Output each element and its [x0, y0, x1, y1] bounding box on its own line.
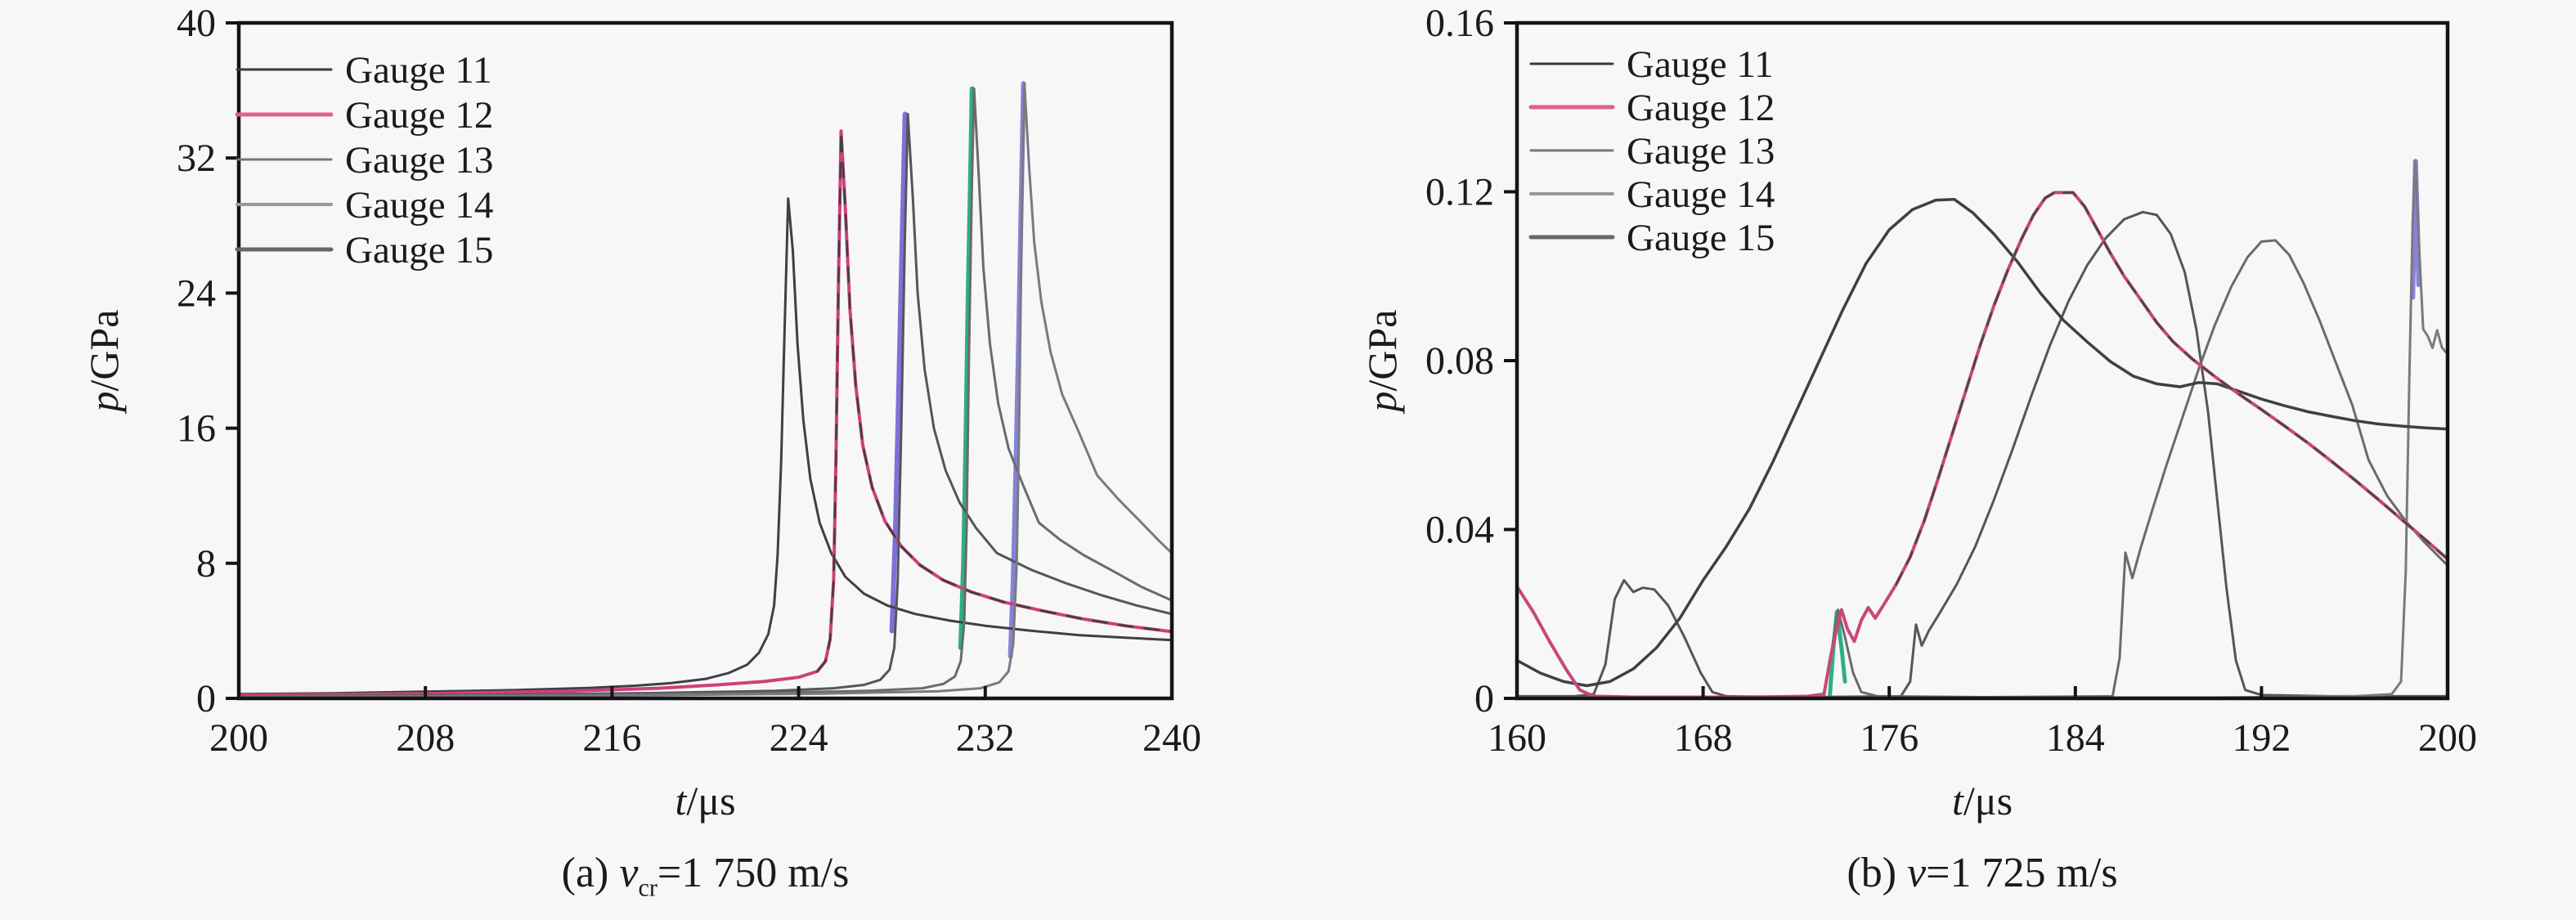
series-gauge-11: [1515, 198, 2449, 688]
caption-panel-a: (a) vcr=1 750 m/s: [239, 849, 1172, 906]
series-gauge-13: [237, 113, 1174, 698]
x-axis-variable: t: [675, 778, 687, 824]
series-gauge-15: [237, 82, 1174, 698]
x-tick-label: 200: [2418, 716, 2477, 760]
series-gauge-14: [237, 88, 1174, 698]
x-axis: 200 208 216 224 232 240: [209, 686, 1201, 760]
legend-label-gauge-12: Gauge 12: [345, 94, 493, 137]
legend-label-gauge-14: Gauge 14: [1627, 173, 1775, 216]
y-tick-label: 16: [177, 407, 216, 451]
y-tick-label: 0.04: [1425, 509, 1494, 552]
x-axis-title: t/μs: [1952, 778, 2013, 824]
chart-panel-a: 200 208 216 224 232 240 0 8 16 24 32 40 t/μs p/GPa Gau…: [81, 2, 1201, 824]
y-tick-label: 32: [177, 137, 216, 180]
x-axis-title: t/μs: [675, 778, 735, 824]
y-tick-label: 8: [196, 542, 216, 586]
y-tick-label: 40: [177, 2, 216, 45]
y-tick-label: 0.12: [1425, 171, 1494, 214]
caption-a-value: =1 750 m/s: [657, 850, 850, 896]
legend-label-gauge-12: Gauge 12: [1627, 87, 1775, 129]
y-tick-label: 0: [196, 677, 216, 720]
x-tick-label: 232: [956, 716, 1015, 760]
y-tick-label: 0: [1474, 677, 1494, 720]
caption-b-prefix: (b): [1847, 850, 1908, 896]
legend-label-gauge-11: Gauge 11: [345, 49, 492, 92]
caption-a-prefix: (a): [561, 850, 620, 896]
x-tick-label: 216: [582, 716, 641, 760]
y-axis-variable: p: [81, 392, 127, 415]
y-axis-unit: /GPa: [1359, 310, 1405, 392]
x-tick-label: 208: [396, 716, 455, 760]
series-gauge-14: [1515, 239, 2449, 698]
x-tick-label: 224: [770, 716, 828, 760]
series-gauge-11: [237, 197, 1174, 696]
series-gauge-12-dark-overlay: [1895, 191, 2449, 586]
series-group: [237, 81, 1174, 698]
x-axis-unit: /μs: [686, 778, 735, 824]
series-gauge-12-dark-overlay: [816, 129, 1174, 673]
y-axis: 0 8 16 24 32 40: [177, 2, 239, 720]
y-tick-label: 24: [177, 272, 216, 315]
y-tick-label: 0.16: [1425, 2, 1494, 45]
y-axis-title: p/GPa: [81, 310, 127, 415]
chart-panel-b: 160 168 176 184 192 200 0 0.04 0.08 0.12 0.16 t/μs p…: [1359, 2, 2477, 824]
x-tick-label: 200: [209, 716, 268, 760]
x-tick-label: 168: [1674, 716, 1733, 760]
y-axis-variable: p: [1359, 392, 1405, 415]
series-gauge-12: [1515, 191, 2449, 699]
x-tick-label: 176: [1860, 716, 1919, 760]
legend-label-gauge-13: Gauge 13: [345, 139, 493, 182]
caption-a-variable: v: [619, 850, 639, 896]
series-gauge-12: [237, 129, 1174, 698]
plot-frame: [236, 20, 1174, 701]
caption-a-subscript: cr: [638, 873, 657, 902]
x-tick-label: 160: [1488, 716, 1546, 760]
x-tick-label: 184: [2046, 716, 2105, 760]
legend-label-gauge-13: Gauge 13: [1627, 130, 1775, 173]
caption-b-value: =1 725 m/s: [1926, 850, 2118, 896]
legend-label-gauge-15: Gauge 15: [345, 229, 493, 272]
y-axis-unit: /GPa: [81, 310, 127, 392]
series-gauge-14-peak-highlight: [958, 86, 975, 650]
y-axis: 0 0.04 0.08 0.12 0.16: [1425, 2, 1517, 720]
x-axis-unit: /μs: [1963, 778, 2013, 824]
y-axis-title: p/GPa: [1359, 310, 1405, 415]
series-gauge-13: [1515, 210, 2449, 698]
x-tick-label: 240: [1142, 716, 1201, 760]
series-group: [1515, 159, 2449, 699]
legend-label-gauge-15: Gauge 15: [1627, 217, 1775, 259]
x-axis: 160 168 176 184 192 200: [1488, 686, 2477, 760]
caption-panel-b: (b) v=1 725 m/s: [1517, 849, 2448, 906]
legend-label-gauge-11: Gauge 11: [1627, 43, 1774, 86]
x-axis-variable: t: [1952, 778, 1964, 824]
legend-label-gauge-14: Gauge 14: [345, 184, 493, 227]
series-gauge-13-peak-highlight: [889, 111, 908, 634]
caption-b-variable: v: [1907, 850, 1927, 896]
x-tick-label: 192: [2232, 716, 2291, 760]
y-tick-label: 0.08: [1425, 339, 1494, 383]
